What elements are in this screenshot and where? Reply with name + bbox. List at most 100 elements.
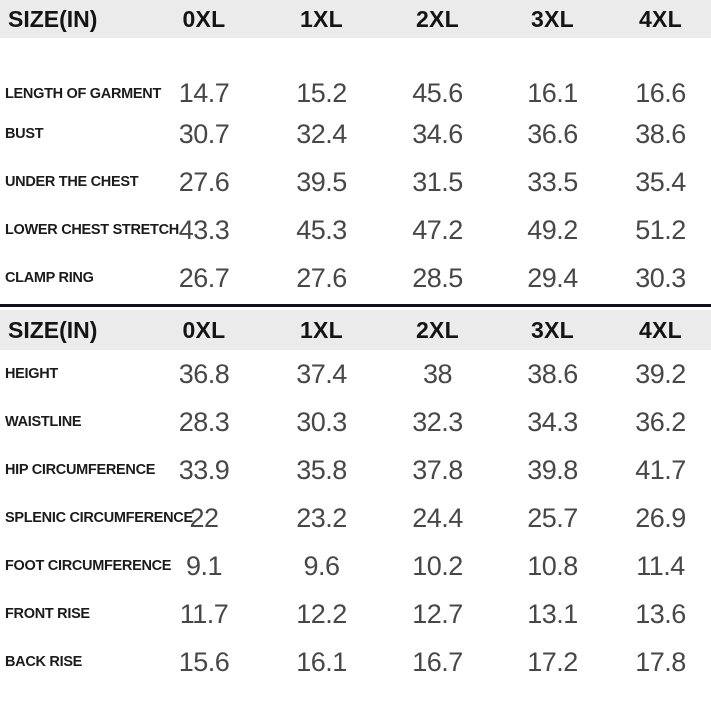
- value-cell: 38.6: [527, 358, 578, 389]
- row-label: LENGTH OF GARMENT: [5, 85, 162, 102]
- measurement-row: LENGTH OF GARMENT 14.7 15.2 45.6 16.1 16…: [0, 38, 711, 110]
- value-cell: 28.3: [178, 406, 230, 437]
- value-cell: 39.5: [296, 166, 347, 197]
- value-cell: 15.2: [296, 78, 347, 108]
- size-table-top: SIZE(IN) 0XL 1XL 2XL 3XL 4XL LENGTH OF G…: [0, 0, 711, 302]
- value-cell: 27.6: [296, 262, 347, 293]
- value-cell: 26.9: [635, 502, 686, 533]
- value-cell: 12.2: [296, 598, 347, 629]
- measurement-row: FOOT CIRCUMFERENCE 9.1 9.6 10.2 10.8 11.…: [0, 542, 711, 590]
- value-cell: 49.2: [527, 214, 578, 245]
- value-cell: 25.7: [527, 502, 578, 533]
- value-cell: 32.3: [412, 406, 463, 437]
- value-cell: 17.8: [635, 646, 686, 677]
- measurement-row: LOWER CHEST STRETCH 43.3 45.3 47.2 49.2 …: [0, 206, 711, 254]
- size-col-4xl: 4XL: [610, 0, 711, 38]
- measurement-row: BACK RISE 15.6 16.1 16.7 17.2 17.8: [0, 638, 711, 686]
- size-col-2xl: 2XL: [380, 0, 495, 38]
- size-col-4xl: 4XL: [610, 310, 711, 350]
- value-cell: 34.3: [527, 406, 578, 437]
- value-cell: 36.8: [178, 358, 230, 389]
- row-label: LOWER CHEST STRETCH: [5, 222, 179, 238]
- measurement-row: HEIGHT 36.8 37.4 38 38.6 39.2: [0, 350, 711, 398]
- row-label: SPLENIC CIRCUMFERENCE: [5, 510, 193, 526]
- value-cell: 12.7: [412, 598, 463, 629]
- measurement-row: WAISTLINE 28.3 30.3 32.3 34.3 36.2: [0, 398, 711, 446]
- measurement-row: HIP CIRCUMFERENCE 33.9 35.8 37.8 39.8 41…: [0, 446, 711, 494]
- value-cell: 13.6: [635, 598, 686, 629]
- value-cell: 16.7: [412, 646, 463, 677]
- row-label: FRONT RISE: [5, 606, 90, 622]
- value-cell: 10.2: [412, 550, 463, 581]
- size-table-bottom: SIZE(IN) 0XL 1XL 2XL 3XL 4XL HEIGHT 36.8…: [0, 310, 711, 686]
- size-col-0xl: 0XL: [145, 0, 263, 38]
- value-cell: 30.3: [635, 262, 686, 293]
- value-cell: 9.1: [185, 550, 223, 581]
- row-label: WAISTLINE: [5, 414, 82, 430]
- size-unit-header: SIZE(IN): [0, 310, 145, 350]
- value-cell: 37.8: [412, 454, 463, 485]
- value-cell: 11.4: [636, 550, 685, 581]
- value-cell: 30.7: [178, 118, 230, 149]
- tables-divider: [0, 304, 711, 307]
- row-label: BACK RISE: [5, 654, 83, 670]
- measurement-row: CLAMP RING 26.7 27.6 28.5 29.4 30.3: [0, 254, 711, 302]
- size-col-1xl: 1XL: [263, 0, 380, 38]
- value-cell: 38: [422, 358, 453, 389]
- value-cell: 45.3: [296, 214, 347, 245]
- value-cell: 33.9: [178, 454, 230, 485]
- size-col-3xl: 3XL: [495, 0, 610, 38]
- value-cell: 37.4: [296, 358, 347, 389]
- measurement-row: FRONT RISE 11.7 12.2 12.7 13.1 13.6: [0, 590, 711, 638]
- value-cell: 31.5: [412, 166, 463, 197]
- size-col-0xl: 0XL: [145, 310, 263, 350]
- value-cell: 13.1: [527, 598, 578, 629]
- value-cell: 22: [189, 502, 219, 533]
- value-cell: 39.2: [635, 358, 686, 389]
- value-cell: 47.2: [412, 214, 463, 245]
- measurement-row: SPLENIC CIRCUMFERENCE 22 23.2 24.4 25.7 …: [0, 494, 711, 542]
- value-cell: 16.1: [296, 646, 347, 677]
- row-label: CLAMP RING: [5, 270, 94, 286]
- value-cell: 28.5: [412, 262, 463, 293]
- size-col-2xl: 2XL: [380, 310, 495, 350]
- value-cell: 24.4: [412, 502, 463, 533]
- value-cell: 11.7: [179, 598, 229, 629]
- value-cell: 39.8: [527, 454, 578, 485]
- row-label: BUST: [5, 126, 44, 142]
- value-cell: 27.6: [178, 166, 230, 197]
- value-cell: 15.6: [178, 646, 230, 677]
- measurement-row: UNDER THE CHEST 27.6 39.5 31.5 33.5 35.4: [0, 158, 711, 206]
- value-cell: 38.6: [635, 118, 686, 149]
- value-cell: 32.4: [296, 118, 347, 149]
- value-cell: 36.2: [635, 406, 686, 437]
- value-cell: 30.3: [296, 406, 347, 437]
- value-cell: 43.3: [178, 214, 230, 245]
- row-label: FOOT CIRCUMFERENCE: [5, 558, 172, 574]
- value-cell: 35.4: [635, 166, 686, 197]
- row-label: UNDER THE CHEST: [5, 174, 139, 190]
- value-cell: 33.5: [527, 166, 578, 197]
- value-cell: 10.8: [527, 550, 578, 581]
- value-cell: 45.6: [412, 78, 463, 108]
- value-cell: 9.6: [303, 550, 340, 581]
- size-col-1xl: 1XL: [263, 310, 380, 350]
- value-cell: 16.6: [635, 78, 686, 108]
- table-header-row: SIZE(IN) 0XL 1XL 2XL 3XL 4XL: [0, 0, 711, 38]
- row-label: HIP CIRCUMFERENCE: [5, 462, 156, 478]
- size-col-3xl: 3XL: [495, 310, 610, 350]
- value-cell: 29.4: [527, 262, 578, 293]
- value-cell: 36.6: [527, 118, 578, 149]
- value-cell: 26.7: [178, 262, 230, 293]
- value-cell: 14.7: [178, 78, 230, 108]
- value-cell: 16.1: [527, 78, 578, 108]
- table-header-row: SIZE(IN) 0XL 1XL 2XL 3XL 4XL: [0, 310, 711, 350]
- value-cell: 35.8: [296, 454, 347, 485]
- row-label: HEIGHT: [5, 366, 58, 382]
- value-cell: 51.2: [635, 214, 686, 245]
- size-unit-header: SIZE(IN): [0, 0, 145, 38]
- value-cell: 17.2: [527, 646, 578, 677]
- value-cell: 34.6: [412, 118, 463, 149]
- value-cell: 41.7: [635, 454, 686, 485]
- value-cell: 23.2: [296, 502, 347, 533]
